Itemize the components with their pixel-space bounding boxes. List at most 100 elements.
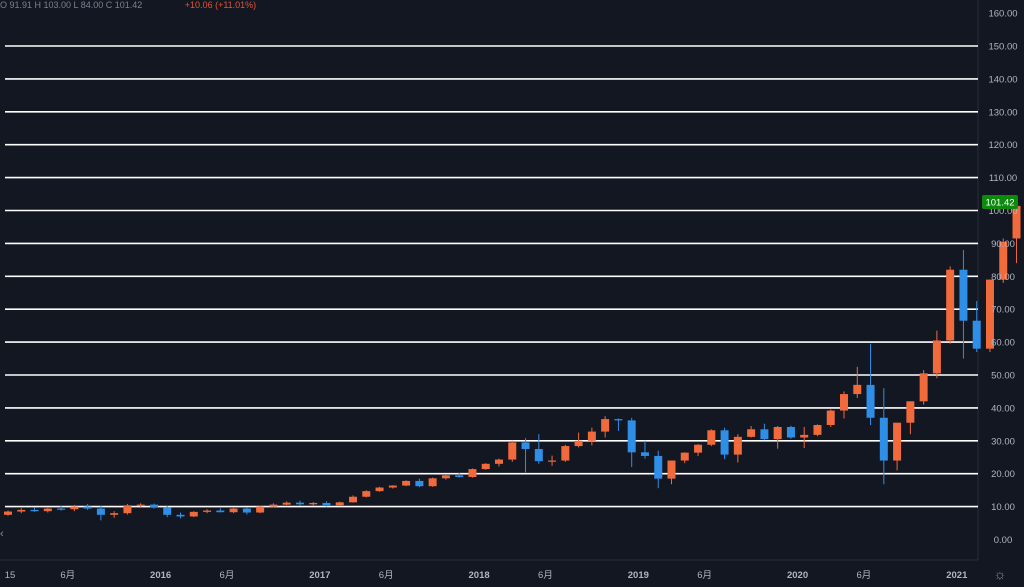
candle-body: [176, 514, 185, 517]
candlestick: [441, 475, 450, 480]
candlestick: [800, 426, 809, 449]
candle-body: [229, 508, 238, 513]
candlestick: [455, 473, 464, 478]
candle-body: [83, 506, 92, 509]
candle-body: [574, 440, 583, 447]
candlestick: [189, 511, 198, 518]
candle-body: [96, 508, 105, 515]
candlestick: [879, 388, 888, 485]
candle-body: [494, 459, 503, 464]
price-axis-tick-label: 10.00: [991, 502, 1015, 513]
candlestick: [747, 425, 756, 438]
candlestick: [494, 458, 503, 467]
candle-body: [57, 508, 66, 510]
candle-body: [733, 436, 742, 455]
candle-body: [508, 442, 517, 460]
candle-body: [561, 446, 570, 461]
candle-body: [972, 320, 981, 349]
candlestick: [667, 460, 676, 485]
candle-body: [999, 241, 1008, 280]
candlestick: [256, 505, 265, 514]
price-axis-tick-label: 160.00: [988, 9, 1017, 20]
last-price-tag-label: 101.42: [985, 198, 1014, 209]
candle-body: [548, 460, 557, 462]
price-axis-tick-label: 80.00: [991, 272, 1015, 283]
candlestick: [362, 490, 371, 498]
candle-body: [840, 394, 849, 411]
gear-icon[interactable]: ☼: [993, 566, 1007, 582]
candlestick: [123, 503, 132, 515]
candlestick: [959, 249, 968, 359]
candlestick: [932, 330, 941, 379]
last-price-tag-background: [982, 195, 1018, 209]
time-axis-tick-label: 6月: [857, 570, 872, 581]
candle-body: [282, 502, 291, 505]
candle-body: [614, 419, 623, 421]
candle-body: [906, 401, 915, 423]
candle-body: [242, 508, 251, 513]
candle-body: [481, 463, 490, 470]
candlestick: [17, 508, 26, 514]
price-axis-tick-label: 50.00: [991, 371, 1015, 382]
chevron-left-icon[interactable]: ‹: [0, 528, 4, 540]
candle-body: [534, 449, 543, 462]
candlestick: [349, 495, 358, 503]
price-axis[interactable]: 0.00 10.00 20.00 30.00 40.00 50.00 60.00 70.00 8…: [988, 9, 1017, 546]
candlestick: [826, 409, 835, 427]
candlestick: [866, 343, 875, 426]
candle-body: [654, 455, 663, 479]
time-axis[interactable]: 15 6月 2016 6月 2017 6月 2018 6月 2019 6月 2020 6月 2021: [5, 570, 968, 581]
price-axis-tick-label: 20.00: [991, 469, 1015, 480]
candle-body: [362, 491, 371, 497]
price-axis-tick-label: 150.00: [988, 42, 1017, 53]
price-change: +10.06 (+11.01%): [184, 0, 257, 10]
candlestick: [295, 500, 304, 506]
candlestick: [269, 503, 278, 508]
candlestick: [733, 434, 742, 463]
candlestick: [229, 507, 238, 514]
candlestick: [853, 366, 862, 399]
candle-body: [521, 442, 530, 450]
candlestick: [176, 512, 185, 519]
price-axis-tick-label: 40.00: [991, 403, 1015, 414]
candlestick: [773, 425, 782, 449]
candlestick: [43, 507, 52, 513]
candle-body: [919, 373, 928, 402]
candlestick: [468, 468, 477, 478]
candlestick: [601, 416, 610, 438]
candlestick: [402, 480, 411, 487]
time-axis-tick-label: 6月: [697, 570, 712, 581]
candle-body: [136, 504, 145, 506]
candle-body: [375, 487, 384, 492]
candlestick: [149, 503, 158, 509]
price-axis-tick-label: 60.00: [991, 338, 1015, 349]
candlestick: [627, 417, 636, 468]
price-axis-tick-label: 140.00: [988, 74, 1017, 85]
candle-body: [932, 340, 941, 374]
candle-body: [959, 269, 968, 321]
candle-body: [163, 507, 172, 515]
candle-body: [441, 475, 450, 479]
candlestick: [985, 279, 994, 352]
candlestick: [707, 429, 716, 447]
candlestick: [163, 505, 172, 518]
candlestick: [548, 455, 557, 466]
candlestick: [110, 511, 119, 518]
price-axis-tick-label: 100.00: [988, 206, 1017, 217]
candlestick: [813, 424, 822, 437]
ohlc-legend: O 91.91 H 103.00 L 84.00 C 101.42 +10.06…: [0, 0, 970, 10]
candlestick: [57, 505, 66, 511]
price-axis-tick-label: 0.00: [994, 535, 1013, 546]
horizontal-gridlines: [5, 45, 978, 508]
candle-body: [123, 505, 132, 514]
candle-body: [707, 430, 716, 445]
candle-body: [680, 452, 689, 461]
candle-body: [203, 510, 212, 512]
candlestick: [83, 503, 92, 510]
candlestick: [614, 418, 623, 431]
time-axis-tick-label: 2019: [628, 570, 649, 581]
candlestick: [561, 444, 570, 462]
candlestick: [335, 501, 344, 506]
candlestick: [720, 427, 729, 460]
